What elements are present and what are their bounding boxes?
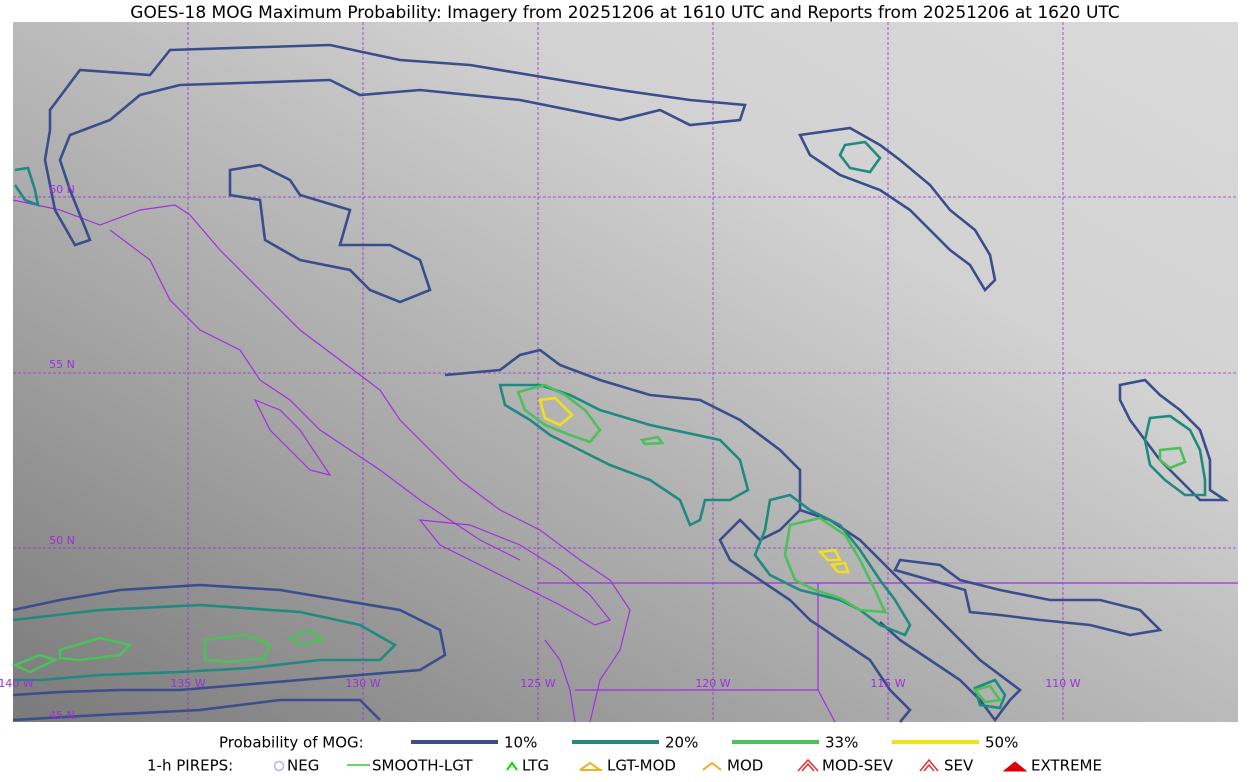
legend-label: SEV	[944, 757, 974, 775]
legend-label: MOD	[727, 757, 763, 775]
legend-label: NEG	[287, 757, 319, 775]
legend-label: SMOOTH-LGT	[372, 757, 473, 775]
pirep-icon	[1002, 761, 1028, 772]
pirep-icon	[579, 761, 602, 771]
pirep-icon	[273, 760, 285, 772]
longitude-label: 135 W	[170, 677, 205, 690]
longitude-label: 125 W	[520, 677, 555, 690]
satellite-imagery	[13, 22, 1238, 722]
longitude-label: 110 W	[1045, 677, 1080, 690]
longitude-label: 120 W	[695, 677, 730, 690]
longitude-label: 130 W	[345, 677, 380, 690]
legend-label: LGT-MOD	[607, 757, 676, 775]
title: GOES-18 MOG Maximum Probability: Imagery…	[130, 3, 1119, 23]
legend: Probability of MOG: 10% 20% 33% 50% 1-h PIREP…	[147, 734, 1102, 775]
pirep-icon	[797, 758, 819, 772]
latitude-label: 60 N	[49, 183, 75, 196]
longitude-label: 140 W	[0, 677, 34, 690]
latitude-label: 45 N	[49, 709, 75, 722]
latitude-label: 55 N	[49, 358, 75, 371]
legend-label: LTG	[522, 757, 549, 775]
legend-label: 10%	[504, 734, 537, 752]
longitude-label: 115 W	[870, 677, 905, 690]
coastlines	[12, 199, 1238, 723]
legend-label: 20%	[665, 734, 698, 752]
legend-label: 50%	[985, 734, 1018, 752]
latitude-labels: 60 N 55 N 50 N 45 N	[49, 183, 75, 722]
map: 60 N 55 N 50 N 45 N 140 W 135 W 130 W 125 W 120…	[0, 22, 1238, 723]
latitude-label: 50 N	[49, 534, 75, 547]
contours	[11, 43, 1230, 723]
legend-label: 33%	[825, 734, 858, 752]
pirep-icon	[919, 758, 939, 772]
pirep-icon	[702, 761, 722, 771]
graticule	[13, 22, 1238, 722]
longitude-labels: 140 W 135 W 130 W 125 W 120 W 115 W 110 W	[0, 677, 1081, 690]
pirep-icon	[506, 761, 518, 771]
legend-heading: 1-h PIREPS:	[147, 757, 233, 775]
legend-label: EXTREME	[1031, 757, 1102, 775]
legend-label: MOD-SEV	[822, 757, 894, 775]
legend-heading: Probability of MOG:	[219, 734, 364, 752]
